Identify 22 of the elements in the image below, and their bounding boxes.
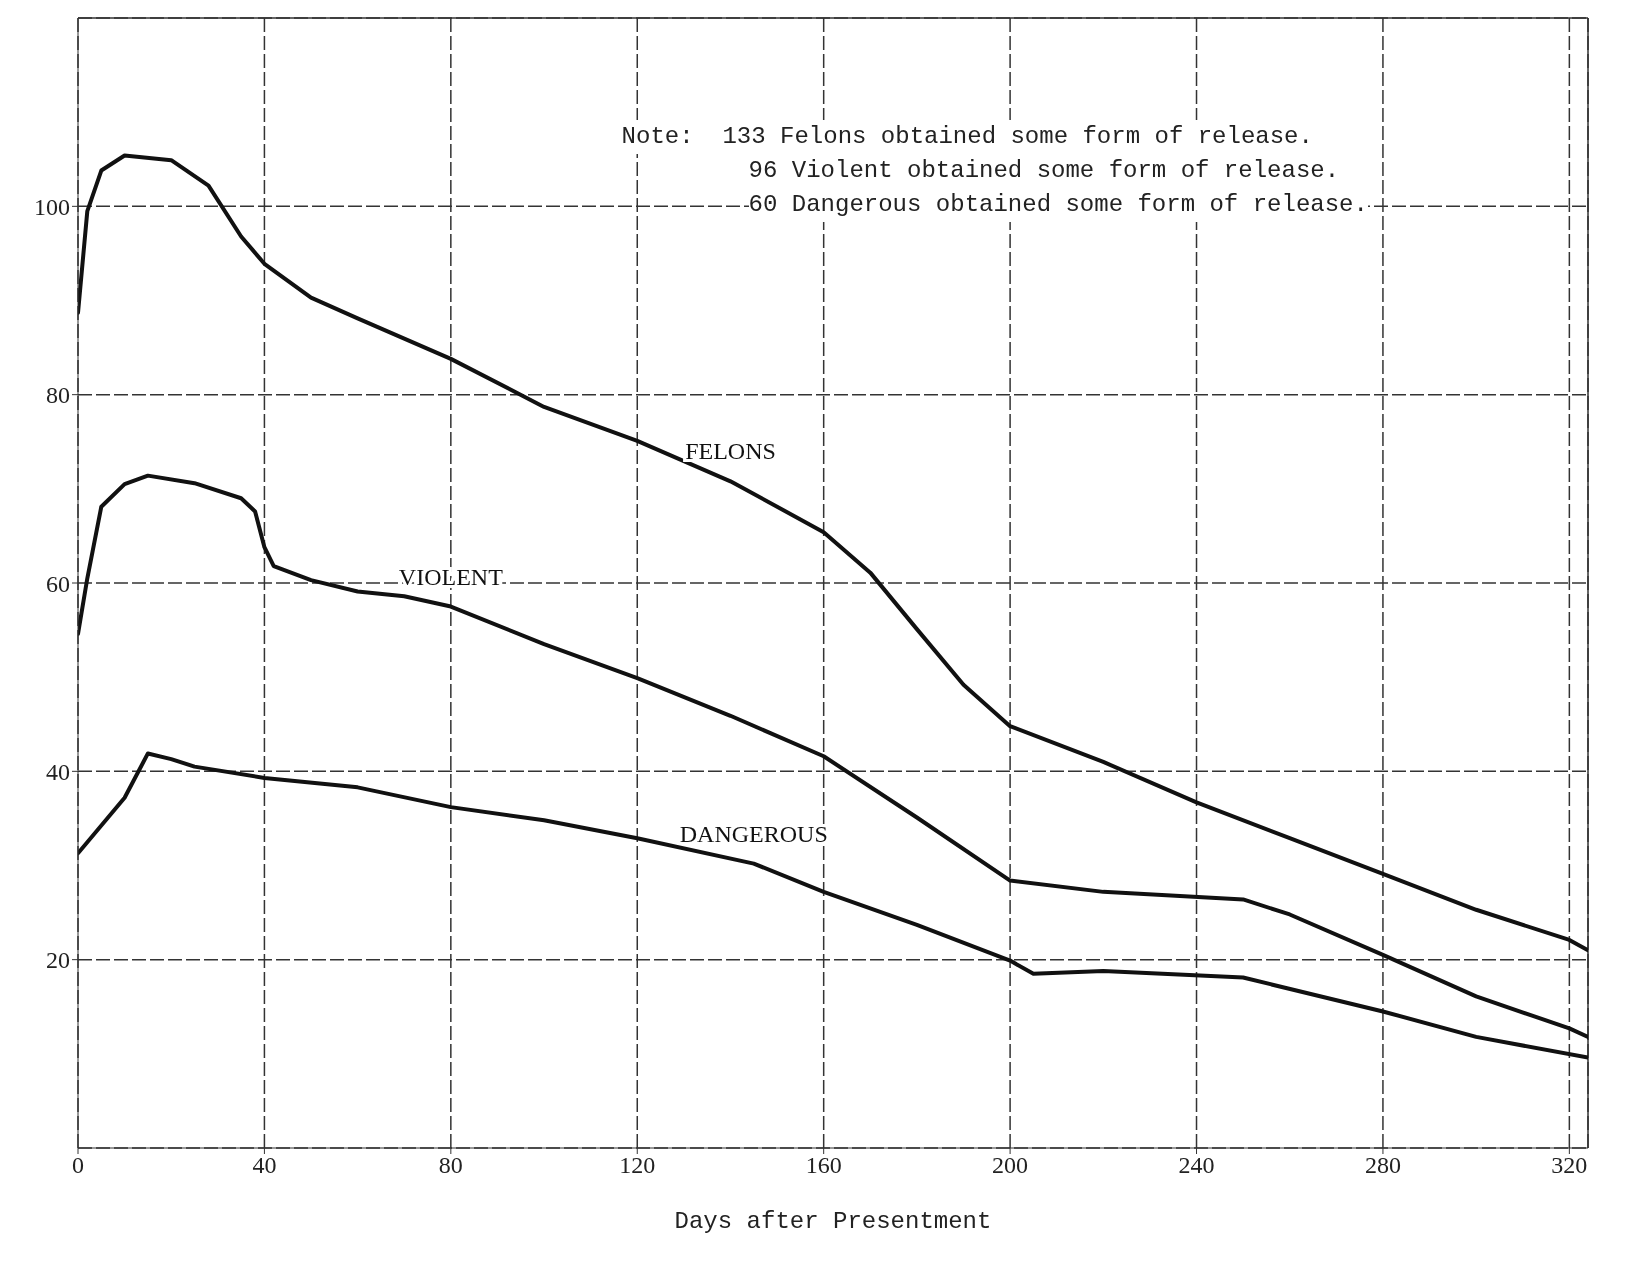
- line-series: [78, 473, 1588, 1039]
- x-tick-label: 200: [992, 1152, 1029, 1179]
- annotation: 96 Violent obtained some form of release.: [748, 154, 1340, 188]
- x-tick-label: 40: [252, 1152, 277, 1179]
- annotation: 60 Dangerous obtained some form of release.: [748, 188, 1368, 222]
- x-tick-label: 120: [619, 1152, 656, 1179]
- series-label: FELONS: [685, 438, 776, 465]
- x-tick-label: 240: [1178, 1152, 1215, 1179]
- line-series: [78, 153, 1588, 953]
- x-tick-label: 280: [1364, 1152, 1401, 1179]
- y-tick-label: 20: [46, 947, 70, 974]
- x-tick-label: 80: [438, 1152, 463, 1179]
- line-series: [78, 751, 1588, 1060]
- y-tick-label: 100: [34, 193, 70, 220]
- x-tick-label: 320: [1551, 1152, 1588, 1179]
- annotation: Note: 133 Felons obtained some form of release.: [621, 120, 1313, 154]
- y-tick-label: 40: [46, 758, 70, 785]
- y-tick-label: 80: [46, 382, 70, 409]
- x-tick-label: 0: [72, 1152, 84, 1179]
- x-tick-label: 160: [805, 1152, 842, 1179]
- y-tick-label: 60: [46, 570, 70, 597]
- x-axis-title: Days after Presentment: [673, 1208, 993, 1235]
